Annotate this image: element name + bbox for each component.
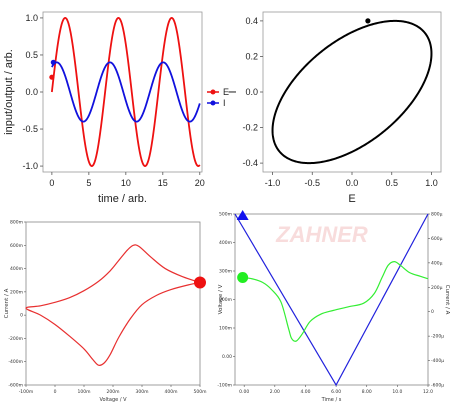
x-tick-label: 300m [136, 389, 149, 395]
y2-tick-label: 400µ [431, 260, 443, 266]
y-tick-label: 0 [20, 313, 23, 319]
current-line [242, 261, 429, 342]
x-tick-label: 20 [195, 178, 205, 188]
x-tick-label: 1.0 [425, 178, 438, 188]
y-axis-label: Current / A [4, 288, 10, 318]
x-tick-label: -1.0 [265, 178, 281, 188]
y-axis-label: Voltage / V [218, 284, 224, 314]
y-tick-label: 0.5 [25, 50, 38, 60]
y-tick-label: -0.5 [22, 124, 38, 134]
y-tick-label: -0.4 [242, 158, 258, 168]
x-tick-label: 12.0 [423, 389, 433, 395]
legend-marker-E [210, 89, 216, 95]
legend-label-I: I [223, 98, 226, 108]
y-tick-label: 800m [10, 220, 23, 226]
series-marker-I [50, 59, 56, 65]
y-tick-label: -400m [8, 359, 23, 365]
y2-tick-label: -400µ [431, 358, 444, 364]
y-tick-label: -1.0 [22, 161, 38, 171]
x-tick-label: 0.00 [239, 389, 249, 395]
lissajous-plot: -1.0 -0.5 0.0 0.5 1.0 0.4 0.2 0.0 -0.2 -0.4 E I [227, 11, 442, 205]
legend-marker-I [210, 100, 216, 106]
voltage-line [234, 213, 429, 387]
x-tick-label: 4.00 [300, 389, 310, 395]
x-tick-label: 200m [107, 389, 120, 395]
y2-tick-label: -600µ [431, 383, 444, 389]
y-tick-label: -200m [8, 336, 23, 342]
y-axis-label: I [227, 90, 239, 93]
y-tick-label: 0.0 [245, 87, 258, 97]
x-tick-label: 0 [54, 389, 57, 395]
x-tick-label: 6.00 [331, 389, 341, 395]
y2-tick-label: 0 [431, 309, 434, 315]
y-tick-label: 0.2 [245, 51, 258, 61]
x-tick-label: 400m [165, 389, 178, 395]
y-tick-label: 300m [219, 269, 232, 275]
x-tick-label: 10 [121, 178, 131, 188]
y-axis-label: input/output / arb. [3, 49, 15, 135]
time-domain-plot: ZAHNER 0.00 2.00 4.00 6.00 8.00 10.0 12.0 500m 40… [217, 210, 450, 403]
y-tick-label: 400m [10, 266, 23, 272]
y2-tick-label: 200µ [431, 285, 443, 291]
x-tick-label: 500m [194, 389, 207, 395]
y-tick-label: 1.0 [25, 13, 38, 23]
x-tick-label: 0 [49, 178, 54, 188]
x-axis-label: E [348, 193, 355, 205]
x-axis-label: Time / s [321, 397, 342, 403]
cv-marker [194, 276, 206, 289]
x-tick-label: -100m [19, 389, 34, 395]
y-tick-label: 0.4 [245, 16, 258, 26]
watermark-text: ZAHNER [275, 222, 368, 247]
x-tick-label: 0.5 [385, 178, 398, 188]
x-tick-label: 10.0 [392, 389, 402, 395]
x-tick-label: 15 [158, 178, 168, 188]
y-tick-label: -0.2 [242, 123, 258, 133]
time-plot: 0 5 10 15 20 1.0 0.5 0.0 -0.5 -1.0 time / arb. inpu… [3, 11, 229, 205]
y-tick-label: 100m [219, 326, 232, 332]
y-tick-label: 500m [219, 212, 232, 218]
current-marker [237, 272, 249, 284]
x-axis-label: time / arb. [98, 193, 147, 205]
y2-tick-label: -200µ [431, 334, 444, 340]
y2-tick-label: 600µ [431, 236, 443, 242]
y-tick-label: 600m [10, 243, 23, 249]
series-line-I [51, 61, 201, 123]
y-tick-label: 200m [219, 297, 232, 303]
y-tick-label: 0.00 [222, 354, 232, 360]
x-tick-label: 2.00 [270, 389, 280, 395]
x-tick-label: -0.5 [305, 178, 321, 188]
x-tick-label: 100m [78, 389, 91, 395]
cv-curve [25, 244, 201, 366]
series-line-E [50, 17, 201, 167]
lissajous-marker [365, 18, 371, 24]
x-tick-label: 0.0 [346, 178, 359, 188]
y-tick-label: -600m [8, 383, 23, 389]
x-tick-label: 8.00 [362, 389, 372, 395]
x-tick-label: 5 [86, 178, 91, 188]
series-marker-E [49, 74, 55, 80]
plot-frame [262, 11, 442, 173]
voltage-marker [236, 210, 249, 220]
y2-axis-label: Current / A [444, 285, 450, 315]
x-axis-label: Voltage / V [99, 397, 127, 403]
legend-label-E: E [223, 87, 229, 97]
y-tick-label: 0.0 [25, 87, 38, 97]
cv-plot: -100m 0 100m 200m 300m 400m 500m 800m 600m 400m 20… [4, 220, 206, 404]
y-tick-label: 400m [219, 240, 232, 246]
lissajous-curve [271, 19, 433, 165]
y-tick-label: 200m [10, 289, 23, 295]
y-tick-label: -100m [217, 383, 232, 389]
y2-tick-label: 800µ [431, 212, 443, 218]
